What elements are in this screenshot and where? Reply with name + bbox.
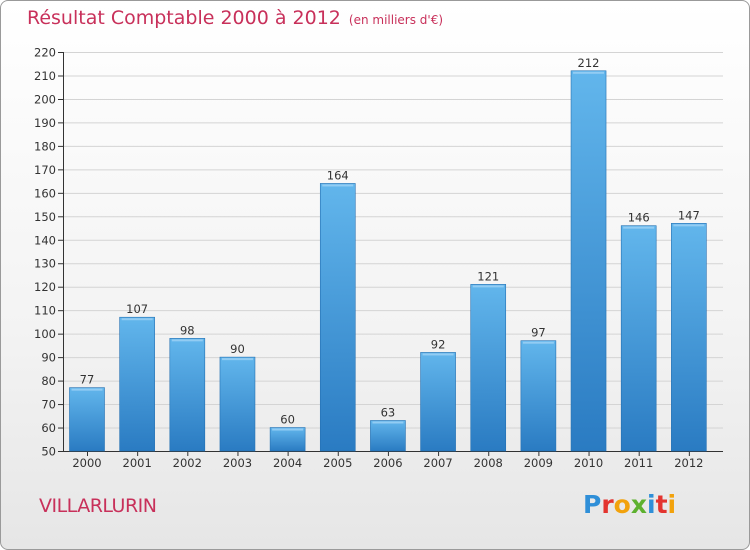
y-tick-label: 100 — [34, 327, 56, 341]
y-tick-label: 220 — [34, 46, 56, 60]
bar-2000 — [69, 387, 105, 452]
bar-highlight — [171, 339, 203, 342]
data-label: 92 — [431, 337, 446, 351]
bar-highlight — [673, 224, 705, 227]
x-tick-label: 2010 — [574, 456, 603, 470]
bar-2007 — [420, 352, 456, 452]
bar-2006 — [370, 420, 406, 452]
bar-2009 — [520, 340, 557, 452]
chart-title: Résultat Comptable 2000 à 2012 (en millie… — [27, 7, 443, 29]
x-tick-label: 2002 — [173, 456, 202, 470]
bar-highlight — [221, 358, 253, 361]
data-label: 63 — [381, 405, 396, 419]
data-label: 212 — [578, 56, 600, 70]
title-text: Résultat Comptable 2000 à 2012 — [27, 7, 341, 29]
bar-2012 — [671, 223, 707, 452]
y-tick-label: 130 — [34, 257, 56, 271]
logo-letter: i — [667, 490, 677, 519]
logo-letter: t — [655, 490, 668, 519]
y-tick-label: 50 — [41, 445, 56, 459]
bar-2011 — [620, 225, 657, 452]
proxiti-logo[interactable]: Proxiti — [583, 490, 676, 519]
data-label: 98 — [180, 323, 195, 337]
bar-highlight — [573, 71, 605, 74]
logo-letter: P — [583, 490, 602, 519]
y-tick-labels: 50 60 70 80 90 100 110 120 130 140 150 160 170 180 190… — [34, 46, 56, 459]
bars — [69, 70, 707, 452]
y-tick-label: 110 — [34, 304, 56, 318]
logo-letter: o — [613, 490, 631, 519]
bar-2003 — [219, 356, 256, 452]
bar-highlight — [472, 285, 504, 288]
commune-name: VILLARLURIN — [39, 495, 157, 517]
x-tick-label: 2009 — [524, 456, 553, 470]
x-tick-label: 2001 — [123, 456, 152, 470]
x-tick-label: 2006 — [373, 456, 402, 470]
x-tick-label: 2012 — [674, 456, 703, 470]
bar-2008 — [470, 284, 507, 452]
bar-highlight — [121, 318, 153, 321]
x-tick-label: 2003 — [223, 456, 252, 470]
bar-2002 — [169, 338, 206, 452]
x-tick-label: 2004 — [273, 456, 302, 470]
y-tick-label: 190 — [34, 116, 56, 130]
bar-highlight — [71, 388, 103, 391]
data-label: 60 — [280, 413, 295, 427]
x-tick-label: 2000 — [72, 456, 101, 470]
y-tick-label: 120 — [34, 280, 56, 294]
bar-highlight — [322, 184, 354, 187]
bar-2004 — [269, 427, 306, 452]
data-label: 90 — [230, 342, 245, 356]
y-tick-label: 170 — [34, 163, 56, 177]
y-tick-label: 180 — [34, 139, 56, 153]
x-tick-label: 2007 — [423, 456, 452, 470]
data-label: 146 — [628, 211, 650, 225]
logo-letter: i — [647, 490, 656, 519]
x-tick-label: 2005 — [323, 456, 352, 470]
y-tick-label: 70 — [41, 398, 56, 412]
data-label: 77 — [80, 373, 95, 387]
y-tick-label: 80 — [41, 374, 56, 388]
data-label: 147 — [678, 208, 700, 222]
data-label: 97 — [531, 326, 546, 340]
y-tick-label: 140 — [34, 233, 56, 247]
y-tick-label: 210 — [34, 69, 56, 83]
data-label: 107 — [126, 302, 148, 316]
bar-highlight — [522, 341, 554, 344]
data-labels: 77 107 98 90 60 164 63 92 121 97 212 146 147 — [80, 56, 700, 427]
bar-highlight — [623, 226, 655, 229]
y-tick-label: 150 — [34, 210, 56, 224]
data-label: 164 — [327, 168, 349, 182]
y-tick-label: 160 — [34, 186, 56, 200]
x-tick-label: 2008 — [474, 456, 503, 470]
y-tick-label: 60 — [41, 421, 56, 435]
x-tick-labels: 2000 2001 2002 2003 2004 2005 2006 2007 2008 2009… — [72, 456, 703, 470]
bar-highlight — [422, 353, 454, 356]
logo-letter: r — [601, 490, 614, 519]
bar-highlight — [272, 428, 304, 431]
bar-2010 — [570, 70, 607, 452]
logo-letter: x — [630, 490, 647, 519]
x-tick-label: 2011 — [624, 456, 653, 470]
y-tick-label: 200 — [34, 92, 56, 106]
bar-highlight — [372, 421, 404, 424]
y-tick-label: 90 — [41, 351, 56, 365]
bar-2001 — [119, 316, 155, 452]
bar-2005 — [319, 183, 356, 452]
title-unit: (en milliers d'€) — [348, 13, 444, 27]
grid-lines — [63, 52, 723, 452]
data-label: 121 — [477, 269, 499, 283]
axes — [58, 52, 723, 456]
